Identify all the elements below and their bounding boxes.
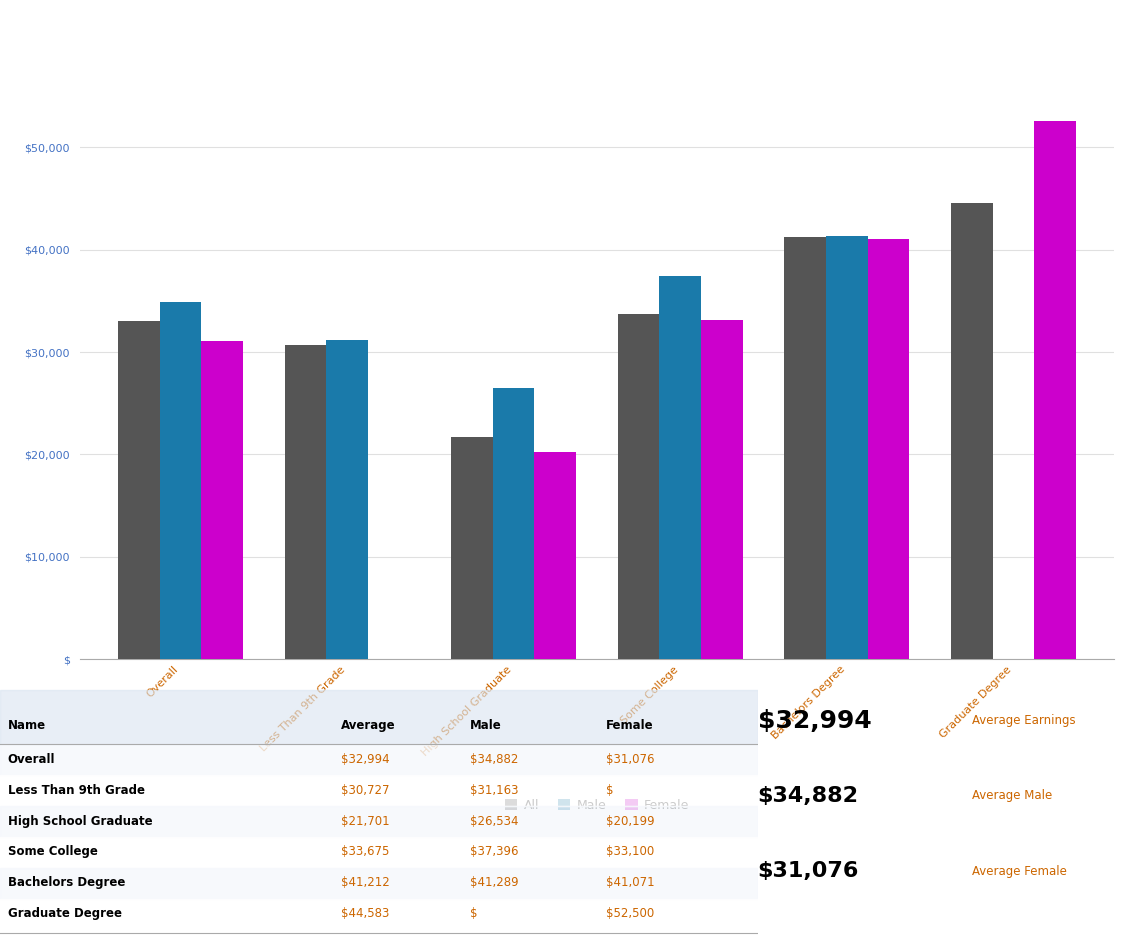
Bar — [951, 203, 993, 659]
Bar — [118, 321, 160, 659]
Bar — [285, 345, 326, 659]
Text: $33,675: $33,675 — [341, 845, 389, 858]
Text: $52,500: $52,500 — [606, 907, 654, 920]
Text: Overall: Overall — [8, 753, 55, 766]
Text: $32,994: $32,994 — [341, 753, 389, 766]
Bar — [701, 320, 743, 659]
Bar — [0, 868, 758, 899]
Text: $31,076: $31,076 — [758, 861, 859, 882]
Text: Male: Male — [470, 719, 502, 732]
Text: Average Earnings: Average Earnings — [972, 714, 1076, 727]
Bar — [326, 340, 367, 659]
Text: Name: Name — [8, 719, 46, 732]
Bar — [160, 302, 201, 659]
Bar — [1034, 122, 1076, 659]
Text: Some College: Some College — [8, 845, 98, 858]
Text: Average Male: Average Male — [972, 789, 1053, 803]
Text: Less Than 9th Grade: Less Than 9th Grade — [8, 784, 145, 797]
Text: Female: Female — [606, 719, 653, 732]
Text: $31,076: $31,076 — [606, 753, 654, 766]
Bar — [0, 743, 758, 774]
Text: $31,163: $31,163 — [470, 784, 518, 797]
Text: $: $ — [470, 907, 478, 920]
Text: $33,100: $33,100 — [606, 845, 654, 858]
Bar — [201, 341, 243, 659]
Legend: All, Male, Female: All, Male, Female — [499, 794, 695, 817]
Bar — [868, 238, 909, 659]
Text: $41,289: $41,289 — [470, 876, 519, 889]
Text: $41,071: $41,071 — [606, 876, 654, 889]
Text: $30,727: $30,727 — [341, 784, 389, 797]
Bar — [784, 237, 827, 659]
Text: $41,212: $41,212 — [341, 876, 389, 889]
Bar — [0, 774, 758, 805]
Text: $32,994: $32,994 — [758, 708, 871, 733]
Bar — [0, 836, 758, 868]
Bar — [492, 387, 535, 659]
Bar — [827, 236, 868, 659]
Text: $21,701: $21,701 — [341, 815, 389, 828]
Bar — [0, 690, 758, 743]
Bar — [451, 437, 492, 659]
Bar — [535, 452, 576, 659]
Text: Average Female: Average Female — [972, 865, 1068, 878]
Bar — [0, 899, 758, 930]
Text: $: $ — [606, 784, 614, 797]
Text: $20,199: $20,199 — [606, 815, 654, 828]
Text: $44,583: $44,583 — [341, 907, 389, 920]
Text: Graduate Degree: Graduate Degree — [8, 907, 122, 920]
Text: $34,882: $34,882 — [470, 753, 518, 766]
Bar — [659, 276, 701, 659]
Text: Bachelors Degree: Bachelors Degree — [8, 876, 125, 889]
Text: $37,396: $37,396 — [470, 845, 518, 858]
Text: $26,534: $26,534 — [470, 815, 518, 828]
Text: Average: Average — [341, 719, 396, 732]
Text: $34,882: $34,882 — [758, 786, 859, 806]
Bar — [618, 315, 659, 659]
Text: High School Graduate: High School Graduate — [8, 815, 153, 828]
Bar — [0, 805, 758, 836]
